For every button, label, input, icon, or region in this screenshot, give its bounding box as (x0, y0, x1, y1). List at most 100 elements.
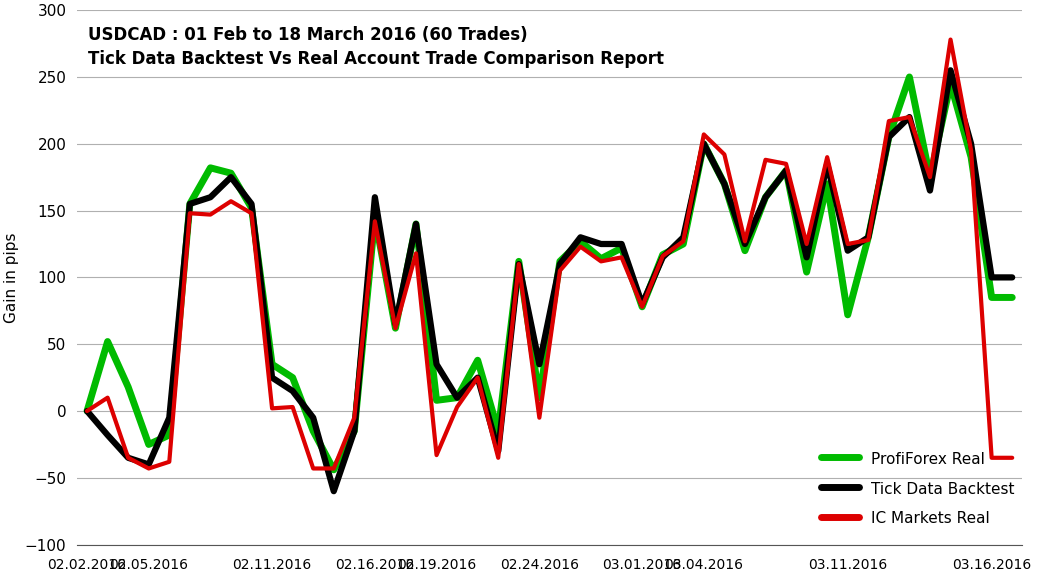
IC Markets Real (738, 238, 751, 245)
Tick Data Backtest (368, 194, 381, 200)
ProfiForex Real (1006, 294, 1018, 301)
ProfiForex Real (348, 427, 361, 434)
ProfiForex Real (883, 134, 895, 141)
IC Markets Real (328, 465, 340, 472)
ProfiForex Real (389, 325, 401, 332)
IC Markets Real (903, 113, 915, 120)
ProfiForex Real (635, 304, 648, 310)
Tick Data Backtest (924, 187, 936, 194)
IC Markets Real (677, 238, 690, 245)
IC Markets Real (368, 218, 381, 225)
ProfiForex Real (492, 427, 504, 434)
ProfiForex Real (101, 338, 113, 345)
ProfiForex Real (965, 154, 978, 161)
IC Markets Real (698, 131, 710, 138)
Tick Data Backtest (635, 301, 648, 308)
Y-axis label: Gain in pips: Gain in pips (4, 232, 19, 323)
ProfiForex Real (841, 312, 854, 319)
ProfiForex Real (122, 384, 134, 391)
IC Markets Real (492, 454, 504, 461)
ProfiForex Real (719, 180, 731, 187)
IC Markets Real (245, 210, 258, 217)
Tick Data Backtest (574, 234, 587, 241)
Legend: ProfiForex Real, Tick Data Backtest, IC Markets Real: ProfiForex Real, Tick Data Backtest, IC … (821, 451, 1015, 526)
IC Markets Real (862, 237, 875, 244)
Line: IC Markets Real: IC Markets Real (87, 40, 1012, 468)
Tick Data Backtest (534, 361, 546, 367)
IC Markets Real (719, 151, 731, 158)
Tick Data Backtest (286, 388, 298, 395)
ProfiForex Real (698, 141, 710, 147)
Tick Data Backtest (142, 461, 155, 468)
Tick Data Backtest (903, 113, 915, 120)
Tick Data Backtest (883, 134, 895, 141)
Tick Data Backtest (862, 234, 875, 241)
ProfiForex Real (780, 167, 792, 174)
IC Markets Real (801, 241, 813, 248)
ProfiForex Real (81, 408, 94, 415)
Tick Data Backtest (986, 274, 998, 281)
Tick Data Backtest (965, 141, 978, 147)
Tick Data Backtest (122, 454, 134, 461)
ProfiForex Real (328, 467, 340, 473)
IC Markets Real (780, 160, 792, 167)
Tick Data Backtest (738, 241, 751, 248)
Line: ProfiForex Real: ProfiForex Real (87, 77, 1012, 470)
IC Markets Real (184, 210, 197, 217)
Tick Data Backtest (225, 174, 237, 181)
IC Markets Real (451, 404, 464, 411)
ProfiForex Real (184, 200, 197, 207)
Tick Data Backtest (656, 254, 669, 261)
Tick Data Backtest (101, 431, 113, 438)
IC Markets Real (759, 156, 772, 163)
ProfiForex Real (924, 174, 936, 181)
IC Markets Real (553, 267, 566, 274)
IC Markets Real (965, 147, 978, 154)
ProfiForex Real (801, 268, 813, 275)
Tick Data Backtest (184, 200, 197, 207)
IC Markets Real (574, 243, 587, 250)
Tick Data Backtest (616, 241, 628, 248)
Tick Data Backtest (801, 254, 813, 261)
Tick Data Backtest (81, 408, 94, 415)
Tick Data Backtest (266, 374, 279, 381)
IC Markets Real (266, 405, 279, 412)
ProfiForex Real (903, 74, 915, 81)
Tick Data Backtest (841, 247, 854, 254)
IC Markets Real (204, 211, 216, 218)
Tick Data Backtest (492, 448, 504, 454)
IC Markets Real (471, 374, 484, 381)
Tick Data Backtest (163, 414, 176, 421)
IC Markets Real (81, 408, 94, 415)
IC Markets Real (616, 254, 628, 261)
IC Markets Real (513, 260, 525, 267)
Tick Data Backtest (821, 160, 833, 167)
ProfiForex Real (986, 294, 998, 301)
ProfiForex Real (944, 80, 957, 87)
IC Markets Real (821, 154, 833, 161)
ProfiForex Real (616, 245, 628, 252)
IC Markets Real (101, 394, 113, 401)
Tick Data Backtest (719, 180, 731, 187)
Tick Data Backtest (677, 234, 690, 241)
Tick Data Backtest (553, 260, 566, 267)
Tick Data Backtest (513, 260, 525, 267)
ProfiForex Real (513, 258, 525, 265)
IC Markets Real (986, 454, 998, 461)
IC Markets Real (1006, 454, 1018, 461)
ProfiForex Real (410, 221, 422, 228)
ProfiForex Real (553, 258, 566, 265)
ProfiForex Real (862, 234, 875, 241)
ProfiForex Real (656, 251, 669, 258)
ProfiForex Real (451, 394, 464, 401)
ProfiForex Real (759, 194, 772, 200)
ProfiForex Real (677, 241, 690, 248)
Tick Data Backtest (759, 194, 772, 200)
Tick Data Backtest (451, 394, 464, 401)
ProfiForex Real (204, 164, 216, 171)
ProfiForex Real (142, 441, 155, 448)
IC Markets Real (163, 458, 176, 465)
ProfiForex Real (307, 427, 319, 434)
IC Markets Real (389, 325, 401, 332)
Tick Data Backtest (595, 241, 607, 248)
